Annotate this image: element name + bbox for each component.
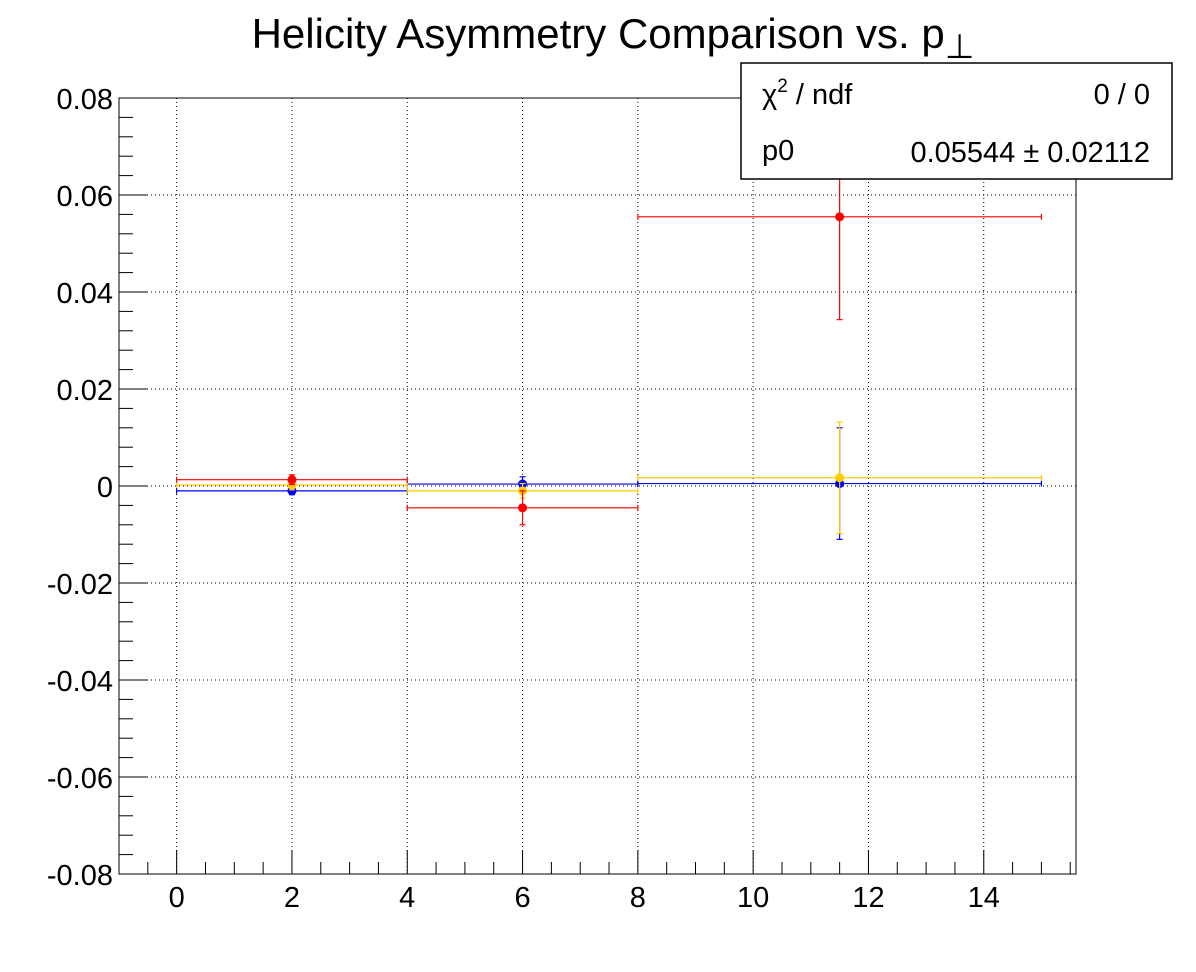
data-series bbox=[176, 113, 1043, 540]
data-point bbox=[287, 475, 297, 485]
y-tick-label: -0.06 bbox=[47, 763, 113, 795]
series-1 bbox=[176, 421, 1043, 535]
stats-chi2-value: 0 / 0 bbox=[1094, 79, 1150, 111]
title-subscript: ⊥ bbox=[945, 28, 975, 66]
x-tick-label: 0 bbox=[169, 882, 185, 914]
y-tick-label: 0.02 bbox=[57, 375, 113, 407]
x-tick-label: 8 bbox=[630, 882, 646, 914]
stats-box-frame bbox=[740, 62, 1173, 180]
data-point bbox=[835, 212, 845, 222]
x-tick-label: 14 bbox=[968, 882, 1000, 914]
y-tick-label: 0.06 bbox=[57, 181, 113, 213]
y-tick-label: -0.08 bbox=[47, 860, 113, 892]
data-point bbox=[518, 503, 528, 513]
grid-lines bbox=[119, 98, 1076, 874]
stats-p0-label: p0 bbox=[762, 135, 794, 167]
y-tick-label: 0 bbox=[97, 472, 113, 504]
data-point bbox=[835, 473, 845, 483]
y-tick-label: 0.04 bbox=[57, 278, 113, 310]
stats-p0-value: 0.05544 ± 0.02112 bbox=[910, 137, 1150, 169]
y-tick-label: 0.08 bbox=[57, 84, 113, 116]
y-tick-label: -0.04 bbox=[47, 666, 113, 698]
series-0 bbox=[176, 427, 1043, 540]
chart-title: Helicity Asymmetry Comparison vs. p⊥ bbox=[252, 10, 975, 66]
x-tick-label: 10 bbox=[737, 882, 769, 914]
stats-chi2-label: χ2 / ndf bbox=[762, 76, 853, 111]
stats-box: χ2 / ndf 0 / 0 p0 0.05544 ± 0.02112 bbox=[740, 62, 1173, 180]
plot-frame bbox=[118, 97, 1077, 875]
y-tick-label: -0.02 bbox=[47, 569, 113, 601]
axis-tick-labels: 0 2 4 6 8 10 12 14 -0.08 -0.06 -0.04 -0.02 0 0.02 0.04… bbox=[47, 84, 1000, 914]
x-tick-label: 12 bbox=[852, 882, 884, 914]
x-tick-label: 4 bbox=[399, 882, 415, 914]
x-tick-label: 6 bbox=[514, 882, 530, 914]
x-tick-label: 2 bbox=[284, 882, 300, 914]
axis-ticks bbox=[119, 97, 1071, 875]
